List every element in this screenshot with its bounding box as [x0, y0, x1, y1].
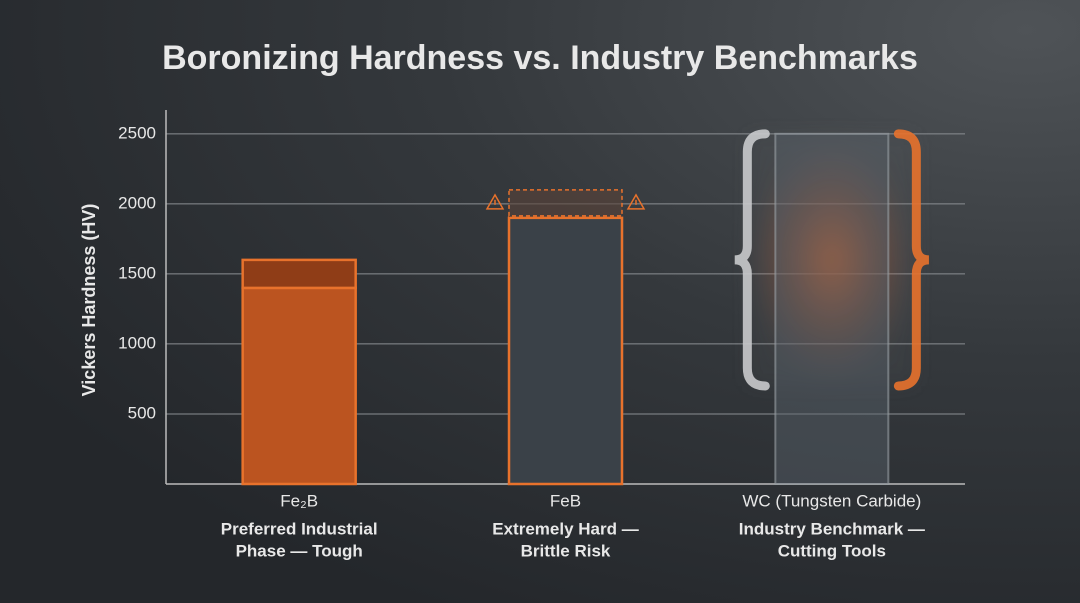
range-brace — [893, 129, 930, 391]
chart-title: Boronizing Hardness vs. Industry Benchma… — [162, 39, 918, 77]
x-tick-label: FeB — [550, 491, 581, 510]
x-tick-label: WC (Tungsten Carbide) — [742, 491, 921, 510]
y-tick-label: 1500 — [118, 263, 156, 282]
category-note: Industry Benchmark — — [739, 519, 925, 538]
category-note: Phase — Tough — [236, 541, 363, 560]
y-tick-label: 1000 — [118, 333, 156, 352]
category-note: Cutting Tools — [778, 541, 886, 560]
y-tick-label: 500 — [128, 403, 156, 422]
category-note: Preferred Industrial — [221, 519, 378, 538]
warning-icon — [626, 193, 646, 210]
range-cap — [241, 258, 357, 290]
bar — [507, 216, 624, 486]
plot: 500 1000 1500 2000 2500 Fe₂B Preferred Industr… — [118, 110, 965, 560]
y-tick-label: 2000 — [118, 193, 156, 212]
range-band — [508, 189, 623, 217]
bar — [241, 286, 357, 486]
x-tick-label: Fe₂B — [280, 491, 318, 510]
warning-icon — [485, 193, 505, 210]
bar — [774, 132, 890, 485]
category-note: Brittle Risk — [521, 541, 611, 560]
y-tick-label: 2500 — [118, 123, 156, 142]
category-note: Extremely Hard — — [492, 519, 638, 538]
y-axis-label: Vickers Hardness (HV) — [79, 204, 99, 397]
